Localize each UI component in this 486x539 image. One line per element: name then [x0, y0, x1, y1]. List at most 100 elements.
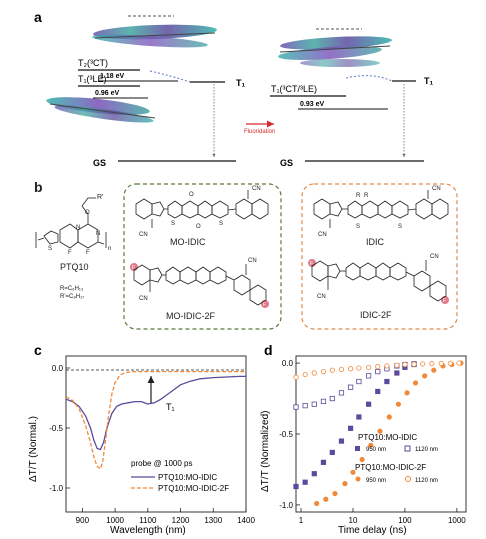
data-point-d-4 — [366, 364, 372, 370]
xtick-c-label: 1300 — [204, 516, 222, 525]
mo-idic-cn-right: CN — [252, 186, 261, 192]
data-point-d-3 — [386, 414, 392, 420]
gap-label-1: 1.18 eV — [100, 73, 124, 80]
r-definition-1: R=C₆H₁₃ — [60, 286, 84, 292]
xlabel-d: Time delay (ns) — [338, 525, 407, 536]
fluoridation-label: Fluoridation — [244, 129, 275, 135]
data-point-d-1 — [394, 370, 400, 376]
mo-idic-structure — [135, 190, 269, 228]
data-point-d-4 — [356, 365, 362, 371]
data-point-d-3 — [350, 469, 356, 475]
level-t1-left-right: T₁ — [236, 78, 245, 88]
data-point-d-3 — [332, 490, 338, 497]
data-point-d-4 — [338, 366, 345, 373]
data-point-d-4 — [293, 374, 299, 380]
xtick-d-label: 1000 — [448, 516, 466, 525]
data-point-d-2 — [302, 403, 308, 409]
ptq10-f-label-1: F — [68, 250, 72, 256]
legend-d-marker-4 — [405, 476, 411, 482]
legend-d-marker-2 — [404, 445, 411, 452]
legend-c-label-1: PTQ10:MO-IDIC — [158, 473, 217, 482]
idic-2f-cn-left: CN — [317, 294, 326, 300]
ptq10-f-label-2: F — [86, 250, 90, 256]
ytick-d-label: -0.5 — [279, 430, 293, 439]
panel-label-b: b — [34, 179, 43, 195]
legend-d-title-1: PTQ10:MO-IDIC — [358, 433, 417, 442]
panel-label-d: d — [264, 342, 273, 358]
data-point-d-4 — [347, 366, 354, 372]
data-point-d-2 — [375, 368, 381, 375]
ptq10-n-label-1: N — [76, 225, 80, 231]
data-point-d-4 — [456, 360, 462, 366]
data-point-d-1 — [320, 459, 327, 465]
data-point-d-4 — [394, 362, 400, 368]
idic-s-2: S — [398, 224, 402, 230]
data-point-d-4 — [402, 361, 408, 368]
data-point-d-4 — [447, 360, 453, 366]
panel-b: b R' O N N S F F n PTQ10 R=C₆H₁₃ R'=C₈H₁… — [34, 179, 458, 330]
level-gs-right: GS — [280, 158, 293, 168]
legend-d-label-2: 1120 nm — [415, 447, 438, 453]
orbital-image-right — [278, 36, 392, 67]
panel-label-c: c — [34, 342, 42, 358]
data-point-d-4 — [311, 370, 317, 376]
data-point-d-3 — [368, 442, 374, 448]
data-point-d-3 — [359, 456, 365, 463]
series-line-c-1 — [65, 375, 246, 451]
legend-d-marker-3 — [355, 476, 361, 482]
xtick-d-label: 10 — [349, 516, 358, 525]
legend-d-label-1: 950 nm — [366, 447, 386, 453]
level-t1-right-right-label: T₁ — [424, 76, 433, 86]
ytick-c-label: -0.5 — [49, 424, 63, 433]
ylabel-c: ΔT/T (Normal.) — [28, 416, 39, 482]
data-point-d-3 — [395, 401, 402, 407]
data-point-d-1 — [384, 378, 390, 385]
data-point-d-2 — [293, 404, 299, 410]
ptq10-structure — [35, 197, 107, 249]
data-point-d-3 — [412, 380, 419, 386]
data-point-d-4 — [302, 371, 308, 378]
data-point-d-2 — [356, 378, 362, 385]
ytick-d-label: -1.0 — [279, 501, 293, 510]
data-point-d-1 — [329, 449, 335, 456]
level-t2-3ct: T₂(³CT) — [78, 58, 108, 68]
idic-2f-f-right: F — [443, 298, 446, 304]
ptq10-r-prime: R' — [97, 194, 103, 201]
panel-d: d 1 10 100 1000 0.0 -0.5 -1.0 PTQ10:MO-IDIC 95… — [260, 342, 467, 536]
annotation-probe: probe @ 1000 ps — [131, 459, 193, 468]
xtick-c-label: 1100 — [139, 516, 157, 525]
mo-idic-label: MO-IDIC — [170, 237, 206, 247]
data-point-d-4 — [375, 364, 381, 370]
ytick-c-label: -1.0 — [49, 484, 63, 493]
ytick-c-label: 0.0 — [52, 364, 64, 373]
data-point-d-3 — [314, 500, 320, 507]
ptq10-label: PTQ10 — [60, 262, 89, 272]
idic-structure — [313, 190, 449, 228]
mo-idic-2f-label: MO-IDIC-2F — [166, 311, 215, 321]
data-point-d-4 — [384, 363, 390, 369]
idic-2f-f-left: F — [310, 261, 313, 267]
data-point-d-2 — [320, 398, 327, 404]
idic-2f-label: IDIC-2F — [360, 310, 392, 320]
mo-idic-2f-cn-left: CN — [139, 296, 148, 302]
gap-label-2: 0.96 eV — [95, 90, 119, 97]
data-point-d-4 — [420, 361, 426, 367]
plot-c-frame — [65, 355, 247, 513]
data-point-d-3 — [377, 428, 383, 434]
xtick-d-label: 100 — [398, 516, 412, 525]
orbital-image-top-left — [92, 24, 217, 48]
legend-d-marker-1 — [355, 446, 360, 451]
idic-label: IDIC — [366, 237, 385, 247]
data-point-d-4 — [438, 360, 444, 367]
ptq10-s-label: S — [48, 246, 52, 252]
transition-arrow-right — [345, 75, 393, 82]
legend-c-label-2: PTQ10:MO-IDIC-2F — [158, 484, 229, 493]
level-t1-3le: T₁(³LE) — [78, 74, 107, 84]
orbital-image-bottom-left — [46, 97, 156, 123]
data-point-d-4 — [320, 368, 327, 375]
data-point-d-4 — [429, 361, 435, 367]
xtick-c-label: 1400 — [237, 516, 255, 525]
mo-idic-2f-f-right: F — [263, 302, 266, 308]
data-point-d-3 — [323, 496, 329, 502]
